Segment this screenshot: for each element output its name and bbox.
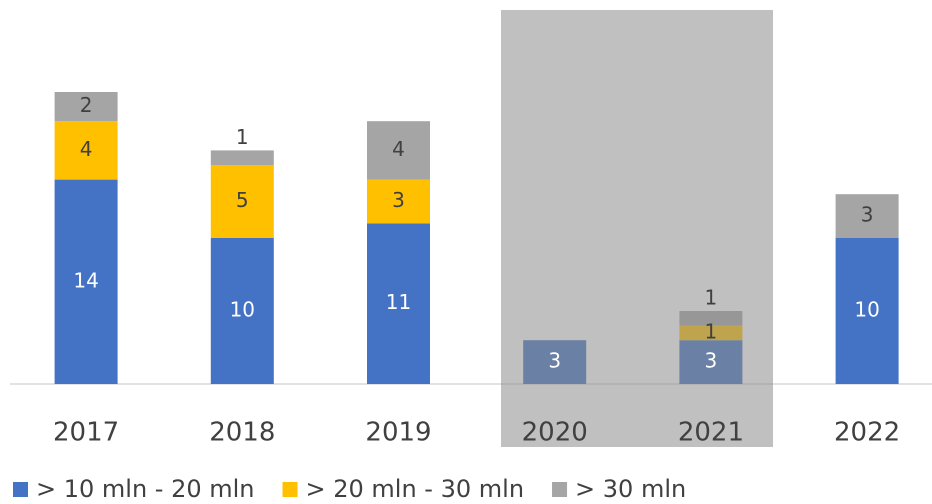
legend-swatch (13, 482, 28, 497)
x-tick-label: 2021 (678, 418, 744, 448)
data-label: 10 (854, 298, 879, 322)
x-tick-label: 2018 (209, 418, 275, 448)
bar-segment (210, 150, 274, 165)
legend-swatch (282, 482, 298, 497)
bar-segment (835, 194, 899, 238)
data-label: 5 (236, 188, 249, 212)
data-label: 3 (548, 349, 561, 373)
x-tick-label: 2017 (53, 418, 119, 448)
data-label: 4 (80, 137, 93, 161)
data-label: 11 (386, 290, 411, 314)
data-label: 2 (80, 93, 93, 117)
data-label: 10 (230, 298, 255, 322)
bar-segment (367, 179, 430, 224)
data-label: 1 (705, 319, 718, 343)
x-tick-label: 2022 (834, 418, 900, 448)
plot (54, 92, 899, 384)
data-label: 14 (73, 268, 98, 292)
legend-label: > 10 mln - 20 mln (36, 475, 255, 503)
x-tick-label: 2020 (522, 418, 588, 448)
highlight-band (501, 10, 773, 447)
legend-swatch (552, 482, 568, 497)
data-label: 1 (705, 286, 718, 310)
legend-label: > 20 mln - 30 mln (306, 475, 525, 503)
data-label: 1 (236, 125, 249, 149)
bar-segment (54, 92, 118, 122)
bar-segment (54, 121, 118, 180)
labels: 2017144220181051201911342020320213112022… (53, 93, 900, 447)
bar-segment (367, 223, 430, 384)
data-label: 3 (705, 349, 718, 373)
bar-segment (210, 165, 274, 238)
data-label: 3 (392, 188, 405, 212)
data-label: 3 (861, 203, 874, 227)
bar-segment (210, 238, 274, 384)
data-label: 4 (392, 137, 405, 161)
bar-segment (835, 238, 899, 384)
legend: > 10 mln - 20 mln > 20 mln - 30 mln > 30 m… (13, 475, 686, 503)
legend-label: > 30 mln (575, 475, 686, 503)
bar-segment (367, 121, 430, 180)
bar-segment (54, 179, 118, 384)
x-tick-label: 2019 (365, 418, 431, 448)
